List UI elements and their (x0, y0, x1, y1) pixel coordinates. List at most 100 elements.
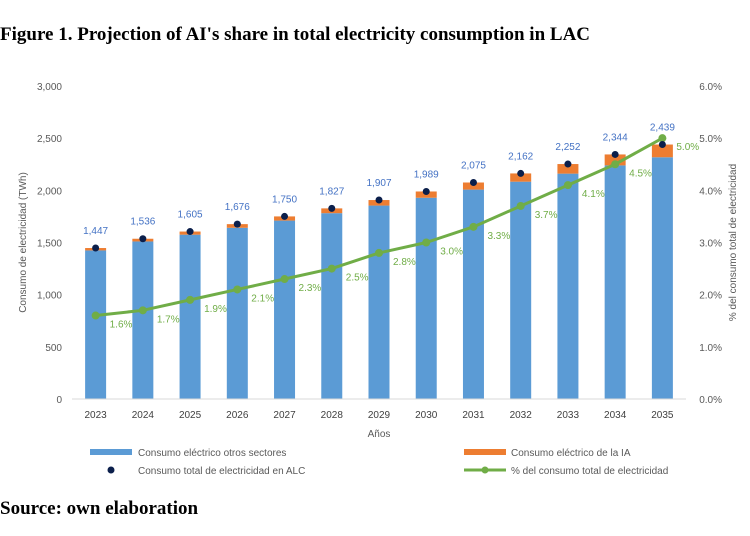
share-point (422, 238, 431, 247)
share-data-label: 3.7% (535, 210, 558, 221)
total-marker (658, 141, 666, 149)
figure-source: Source: own elaboration (0, 498, 199, 519)
y2-tick-label: 1.0% (699, 343, 722, 354)
share-point (138, 306, 147, 315)
bar-other-sectors (651, 157, 673, 399)
share-data-label: 5.0% (676, 142, 699, 153)
total-data-label: 1,447 (83, 226, 108, 237)
total-marker (375, 196, 383, 204)
share-data-label: 1.7% (157, 314, 180, 325)
x-tick-label: 2023 (84, 410, 107, 421)
x-axis-title: Años (368, 429, 391, 440)
share-data-label: 2.5% (346, 273, 369, 284)
y-tick-label: 1,500 (37, 239, 62, 250)
y2-tick-label: 6.0% (699, 82, 722, 93)
bar-other-sectors (132, 241, 154, 399)
bar-other-sectors (321, 213, 343, 399)
y2-tick-label: 3.0% (699, 239, 722, 250)
share-data-label: 1.9% (204, 304, 227, 315)
total-data-label: 2,162 (508, 151, 533, 162)
total-marker (139, 235, 147, 243)
total-data-label: 1,750 (272, 194, 297, 205)
total-marker (233, 220, 241, 228)
x-tick-label: 2034 (604, 410, 627, 421)
figure-title: Figure 1. Projection of AI's share in to… (0, 24, 591, 45)
bar-other-sectors (557, 173, 579, 399)
share-point (91, 311, 100, 320)
total-data-label: 1,907 (366, 178, 391, 189)
share-data-label: 1.6% (110, 320, 133, 331)
share-data-label: 2.1% (251, 293, 274, 304)
share-point (563, 181, 572, 190)
bar-other-sectors (510, 181, 532, 399)
bar-other-sectors (179, 234, 201, 399)
share-data-label: 3.0% (440, 247, 463, 258)
x-tick-label: 2031 (462, 410, 485, 421)
bar-ai (557, 164, 579, 174)
y-tick-label: 1,000 (37, 291, 62, 302)
total-marker (186, 228, 194, 236)
total-data-label: 2,252 (555, 142, 580, 153)
y-tick-label: 3,000 (37, 82, 62, 93)
legend-swatch-ai (464, 449, 506, 455)
bar-other-sectors (274, 220, 296, 399)
bar-ai (651, 144, 673, 158)
y-tick-label: 0 (56, 395, 62, 406)
share-point (233, 285, 242, 294)
x-tick-label: 2027 (273, 410, 296, 421)
legend-swatch-share-point (481, 466, 489, 474)
legend-label-other-sectors: Consumo eléctrico otros sectores (138, 448, 286, 459)
x-tick-label: 2032 (510, 410, 533, 421)
bar-other-sectors (226, 227, 248, 399)
x-tick-label: 2025 (179, 410, 202, 421)
y2-tick-label: 0.0% (699, 395, 722, 406)
total-data-label: 1,536 (130, 217, 155, 228)
total-marker (469, 179, 477, 187)
y2-tick-label: 5.0% (699, 134, 722, 145)
x-tick-label: 2028 (321, 410, 344, 421)
total-data-label: 2,439 (650, 123, 675, 134)
bar-ai (462, 182, 484, 190)
y-tick-label: 2,500 (37, 134, 62, 145)
y2-axis-title: % del consumo total de electricidad (728, 164, 739, 321)
total-data-label: 2,344 (603, 132, 628, 143)
share-point (327, 264, 336, 273)
share-data-label: 2.8% (393, 257, 416, 268)
y-axis-title: Consumo de electricidad (TWh) (18, 172, 29, 313)
bar-ai (604, 154, 626, 166)
share-data-label: 4.5% (629, 168, 652, 179)
total-marker (281, 212, 289, 220)
bar-other-sectors (368, 205, 390, 399)
x-tick-label: 2035 (651, 410, 674, 421)
legend-label-share: % del consumo total de electricidad (511, 466, 668, 477)
share-point (516, 201, 525, 210)
legend-label-ai: Consumo eléctrico de la IA (511, 448, 631, 459)
x-tick-label: 2030 (415, 410, 438, 421)
total-marker (422, 187, 430, 195)
y2-tick-label: 4.0% (699, 186, 722, 197)
total-data-label: 1,989 (414, 169, 439, 180)
total-marker (92, 244, 100, 252)
bar-other-sectors (415, 197, 437, 399)
legend-label-total: Consumo total de electricidad en ALC (138, 466, 305, 477)
total-marker (328, 204, 336, 212)
bar-ai (510, 173, 532, 182)
total-data-label: 1,676 (225, 202, 250, 213)
total-data-label: 1,827 (319, 186, 344, 197)
total-marker (611, 150, 619, 158)
share-point (375, 248, 383, 257)
share-data-label: 4.1% (582, 189, 605, 200)
bar-other-sectors (85, 250, 107, 399)
bar-other-sectors (462, 189, 484, 399)
bar-other-sectors (604, 165, 626, 399)
total-data-label: 1,605 (178, 210, 203, 221)
total-marker (517, 169, 525, 177)
x-tick-label: 2024 (132, 410, 155, 421)
share-point (469, 222, 478, 231)
y-tick-label: 500 (45, 343, 62, 354)
x-tick-label: 2029 (368, 410, 391, 421)
share-point (658, 134, 667, 143)
total-data-label: 2,075 (461, 161, 486, 172)
total-marker (564, 160, 572, 168)
